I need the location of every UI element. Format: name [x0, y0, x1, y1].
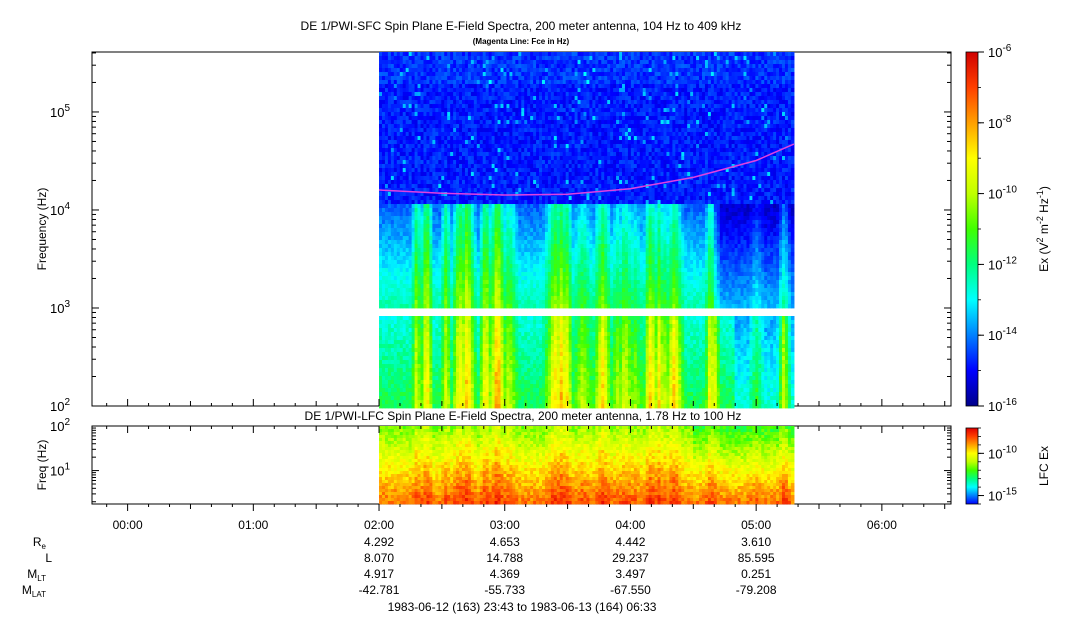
colorbar-tick-label: 10-15	[988, 487, 1017, 504]
ephemeris-value: 4.653	[490, 535, 520, 549]
colorbar-tick-label: 10-8	[988, 114, 1012, 131]
sfc-y-axis-label: Frequency (Hz)	[35, 188, 49, 271]
ephemeris-row-label: MLAT	[22, 583, 46, 599]
colorbar-tick-label: 10-6	[988, 43, 1012, 60]
sfc-spectrogram-panel: 102 103 104 105 Frequency (Hz)	[35, 51, 952, 414]
top-panel-subtitle: (Magenta Line: Fce in Hz)	[473, 37, 570, 46]
ephemeris-value: 4.369	[490, 567, 520, 581]
lfc-colorbar: 10-10 10-15 LFC Ex	[965, 427, 1051, 505]
time-axis-ticks: 00:00 01:00 02:00 03:00 04:00 05:00 06:00	[106, 399, 946, 532]
top-panel-title: DE 1/PWI-SFC Spin Plane E-Field Spectra,…	[301, 19, 742, 33]
cbar-label-mid: m	[1037, 224, 1051, 237]
ephemeris-value: -55.733	[484, 583, 525, 597]
date-range-footer: 1983-06-12 (163) 23:43 to 1983-06-13 (16…	[388, 600, 657, 614]
colorbar-tick-label: 10-12	[988, 255, 1017, 272]
ephemeris-row-label: L	[45, 551, 52, 565]
ephemeris-value: 4.917	[364, 567, 394, 581]
fce-magenta-line	[378, 143, 795, 196]
ephemeris-value: 85.595	[738, 551, 775, 565]
cbar-label-suffix: )	[1037, 186, 1051, 190]
cbar-label-sup1: 2	[1035, 238, 1045, 243]
sfc-colorbar-ticks: 10-6 10-8 10-10 10-12 10-14 10-16	[978, 43, 1017, 414]
lfc-colorbar-label: LFC Ex	[1037, 446, 1051, 486]
time-tick-label: 01:00	[238, 518, 268, 532]
time-tick-label: 05:00	[741, 518, 771, 532]
time-tick-label: 02:00	[364, 518, 394, 532]
y-tick-label: 102	[50, 417, 70, 434]
lfc-y-axis-label: Freq (Hz)	[35, 440, 49, 491]
ephemeris-value: 0.251	[741, 567, 771, 581]
ephemeris-value: 3.610	[741, 535, 771, 549]
sfc-colorbar-label: Ex (V2 m-2 Hz-1)	[1035, 186, 1051, 272]
colorbar-tick-label: 10-16	[988, 397, 1017, 414]
time-tick-label: 04:00	[615, 518, 645, 532]
time-tick-label: 06:00	[867, 518, 897, 532]
lfc-spectrogram-data	[379, 426, 795, 505]
ephemeris-value: 14.788	[486, 551, 523, 565]
colorbar-tick-label: 10-10	[988, 444, 1017, 461]
y-tick-label: 101	[50, 462, 70, 479]
y-tick-label: 104	[50, 201, 70, 218]
ephemeris-value: 3.497	[615, 567, 645, 581]
ephemeris-value: -42.781	[359, 583, 400, 597]
y-tick-label: 105	[50, 103, 70, 120]
y-tick-label: 103	[50, 299, 70, 316]
sfc-y-axis-ticks: 102 103 104 105	[50, 52, 951, 414]
ephemeris-table: Re 4.292 4.653 4.442 3.610 L 8.070 14.788 29.237…	[22, 535, 777, 599]
sfc-spectrogram-data	[379, 52, 795, 409]
cbar-label-sup2: -2	[1035, 216, 1045, 224]
lfc-spectrogram-panel: 101 102 Freq (Hz) 00:00 01:00 02:00 03:00 04:…	[35, 399, 952, 532]
cbar-label-sup3: -1	[1035, 190, 1045, 198]
colorbar-tick-label: 10-10	[988, 185, 1017, 202]
cbar-label-prefix: Ex (V	[1037, 243, 1051, 272]
ephemeris-value: -67.550	[610, 583, 651, 597]
colorbar-tick-label: 10-14	[988, 326, 1017, 343]
ephemeris-row-label: Re	[33, 535, 47, 551]
bottom-panel-title: DE 1/PWI-LFC Spin Plane E-Field Spectra,…	[305, 409, 742, 423]
lfc-colorbar-ticks: 10-10 10-15	[978, 427, 1017, 505]
sfc-colorbar: 10-6 10-8 10-10 10-12 10-14 10-16 Ex (V2 m-2 …	[965, 43, 1051, 414]
ephemeris-value: -79.208	[736, 583, 777, 597]
ephemeris-value: 8.070	[364, 551, 394, 565]
ephemeris-row-label: MLT	[27, 567, 46, 583]
ephemeris-value: 4.292	[364, 535, 394, 549]
ephemeris-value: 4.442	[615, 535, 645, 549]
cbar-label-mid2: Hz	[1037, 198, 1051, 216]
lfc-y-axis-ticks: 101 102	[50, 417, 951, 503]
time-tick-label: 03:00	[490, 518, 520, 532]
time-tick-label: 00:00	[113, 518, 143, 532]
y-tick-label: 102	[50, 397, 70, 414]
sfc-colorbar-gradient	[965, 51, 979, 407]
lfc-colorbar-gradient	[965, 427, 979, 505]
ephemeris-value: 29.237	[612, 551, 649, 565]
